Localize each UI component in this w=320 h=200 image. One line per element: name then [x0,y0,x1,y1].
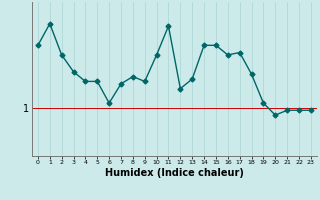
X-axis label: Humidex (Indice chaleur): Humidex (Indice chaleur) [105,168,244,178]
